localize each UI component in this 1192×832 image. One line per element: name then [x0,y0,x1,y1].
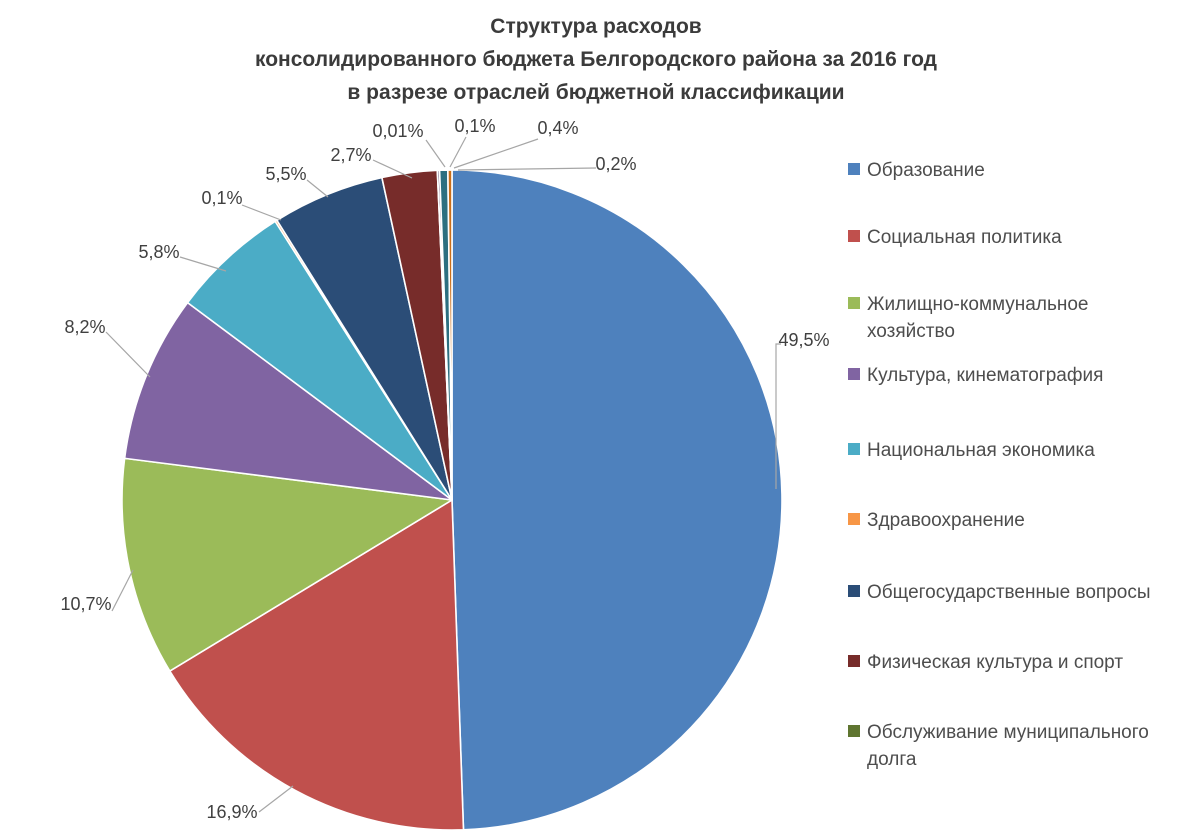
slice-label-9: 0,1% [454,116,495,136]
legend-item-obsluzhivanie-dolga: Обслуживание муниципального долга [848,719,1149,773]
legend-item-zdravoohranenie: Здравоохранение [848,507,1025,534]
chart-title: Структура расходов консолидированного бю… [0,10,1192,109]
legend-label: Образование [867,160,985,181]
slice-label-5: 0,1% [201,188,242,208]
legend-item-obrazovanie: Образование [848,157,985,184]
slice-label-3: 8,2% [64,317,105,337]
label-leader-line-2 [111,569,134,612]
legend-item-zhkh: Жилищно-коммунальное хозяйство [848,291,1088,345]
legend-label: Социальная политика [867,227,1062,248]
label-leader-line-6 [306,179,329,198]
legend-item-kultura: Культура, кинематография [848,362,1103,389]
legend-label: Жилищно-коммунальное хозяйство [867,294,1089,342]
label-leader-line-0 [775,343,781,489]
legend: Образование Социальная политика Жилищно-… [848,0,1190,832]
legend-marker-icon [848,655,860,667]
legend-marker-icon [848,230,860,242]
chart-title-line2: консолидированного бюджета Белгородского… [254,48,938,71]
legend-label: Культура, кинематография [867,365,1104,386]
legend-marker-icon [848,297,860,309]
legend-label: Физическая культура и спорт [867,652,1124,673]
legend-item-socialnaya-politika: Социальная политика [848,224,1062,251]
slice-label-7: 2,7% [330,145,371,165]
legend-label: Обслуживание муниципального долга [867,722,1149,770]
pie-slice-0 [451,169,783,831]
legend-marker-icon [848,163,860,175]
legend-item-fizkultura-i-sport: Физическая культура и спорт [848,649,1123,676]
slice-label-8: 0,01% [372,121,423,141]
legend-marker-icon [848,725,860,737]
legend-label: Общегосударственные вопросы [867,582,1151,603]
legend-marker-icon [848,443,860,455]
label-leader-line-1 [258,785,294,813]
chart-title-line1: Структура расходов [490,15,702,38]
legend-item-nacionalnaya-ekonomika: Национальная экономика [848,437,1095,464]
legend-item-obshchegosudarstvennye-voprosy: Общегосударственные вопросы [848,579,1150,606]
slice-label-11: 0,2% [595,154,636,174]
label-leader-line-10 [453,138,539,169]
label-leader-line-7 [372,159,413,179]
chart-title-line3: в разрезе отраслей бюджетной классификац… [347,81,845,104]
pie-slice-1 [169,499,465,831]
pie-slice-3 [123,301,453,501]
slice-label-4: 5,8% [138,242,179,262]
slice-label-2: 10,7% [60,594,111,614]
pie-slice-2 [121,457,453,672]
legend-marker-icon [848,368,860,380]
slice-label-1: 16,9% [206,802,257,822]
pie-slice-11 [447,169,453,501]
label-leader-line-8 [425,139,446,168]
legend-label: Национальная экономика [867,440,1095,461]
slice-label-6: 5,5% [265,164,306,184]
legend-marker-icon [848,585,860,597]
legend-marker-icon [848,513,860,525]
label-leader-line-11 [457,167,597,171]
slice-label-10: 0,4% [537,118,578,138]
label-leader-line-3 [105,331,151,378]
legend-label: Здравоохранение [867,510,1025,531]
label-leader-line-9 [449,136,467,168]
label-leader-line-4 [179,256,227,272]
slice-label-0: 49,5% [778,330,829,350]
label-leader-line-5 [241,204,282,221]
